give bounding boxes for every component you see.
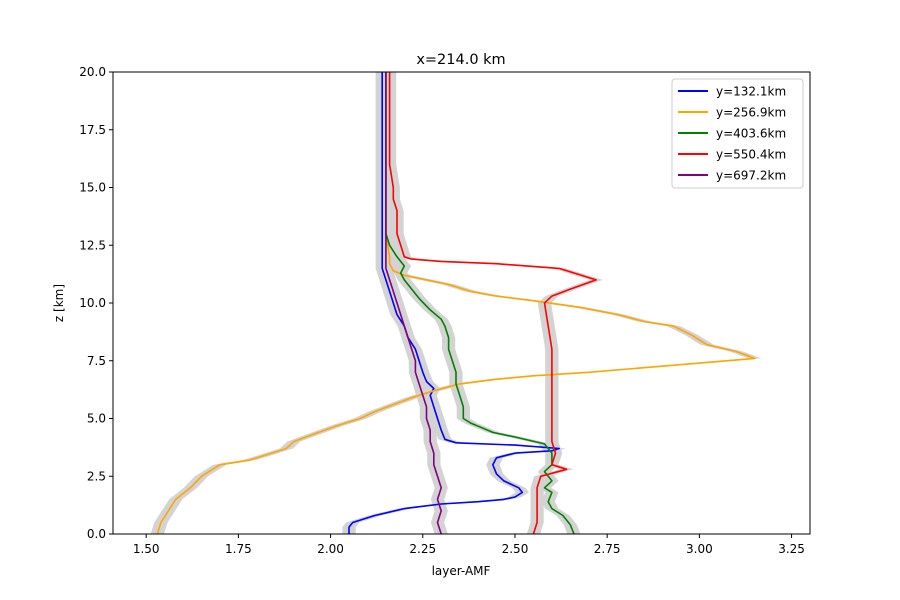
y-tick-label: 10.0 <box>79 296 106 310</box>
legend: y=132.1km y=256.9km y=403.6km y=550.4km y=69… <box>671 78 804 189</box>
series-line-4 <box>388 72 597 535</box>
x-tick-label: 2.25 <box>409 542 436 556</box>
legend-label: y=697.2km <box>716 169 786 183</box>
y-tick-label: 17.5 <box>79 123 106 137</box>
y-tick-label: 5.0 <box>87 412 106 426</box>
series-line-5 <box>385 72 443 535</box>
uncertainty-band-4 <box>382 72 603 534</box>
legend-label: y=550.4km <box>716 148 786 162</box>
series-line-2 <box>156 72 756 535</box>
uncertainty-band-5 <box>379 72 448 534</box>
legend-label: y=132.1km <box>716 85 786 99</box>
x-tick-label: 2.00 <box>317 542 344 556</box>
y-tick-label: 2.5 <box>87 469 106 483</box>
x-tick-label: 2.75 <box>594 542 621 556</box>
uncertainty-band-3 <box>379 72 581 534</box>
x-tick-label: 1.50 <box>133 542 160 556</box>
series-lines <box>156 72 756 535</box>
legend-box <box>671 78 804 189</box>
x-tick-label: 1.75 <box>225 542 252 556</box>
x-axis-ticks: 1.50 1.75 2.00 2.25 2.50 2.75 3.00 3.25 <box>133 534 805 556</box>
y-tick-label: 12.5 <box>79 238 106 252</box>
y-axis-ticks: 0.0 2.5 5.0 7.5 10.0 12.5 15.0 17.5 20.0 <box>79 65 113 541</box>
legend-label: y=256.9km <box>716 106 786 120</box>
y-axis-label: z [km] <box>52 284 66 322</box>
legend-label: y=403.6km <box>716 127 786 141</box>
y-tick-label: 15.0 <box>79 181 106 195</box>
series-line-1 <box>348 72 561 534</box>
x-tick-label: 3.00 <box>686 542 713 556</box>
x-tick-label: 3.25 <box>778 542 805 556</box>
chart-title: x=214.0 km <box>416 52 505 68</box>
x-axis-label: layer-AMF <box>432 564 491 578</box>
y-tick-label: 0.0 <box>87 527 106 541</box>
y-tick-label: 7.5 <box>87 354 106 368</box>
y-tick-label: 20.0 <box>79 65 106 79</box>
x-tick-label: 2.50 <box>502 542 529 556</box>
